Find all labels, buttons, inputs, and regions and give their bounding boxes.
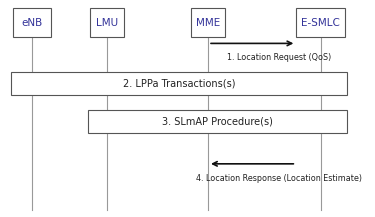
Bar bbox=[13, 8, 51, 37]
Text: eNB: eNB bbox=[21, 18, 42, 28]
Text: E-SMLC: E-SMLC bbox=[301, 18, 340, 28]
Text: 2. LPPa Transactions(s): 2. LPPa Transactions(s) bbox=[123, 79, 236, 89]
Text: 4. Location Response (Location Estimate): 4. Location Response (Location Estimate) bbox=[196, 174, 362, 182]
Bar bbox=[296, 8, 345, 37]
Text: 3. SLmAP Procedure(s): 3. SLmAP Procedure(s) bbox=[162, 117, 273, 127]
Bar bbox=[11, 72, 347, 95]
Text: LMU: LMU bbox=[96, 18, 118, 28]
Bar bbox=[191, 8, 225, 37]
Text: 1. Location Request (QoS): 1. Location Request (QoS) bbox=[227, 53, 332, 62]
Text: MME: MME bbox=[196, 18, 220, 28]
Bar bbox=[88, 110, 347, 133]
Bar bbox=[90, 8, 124, 37]
